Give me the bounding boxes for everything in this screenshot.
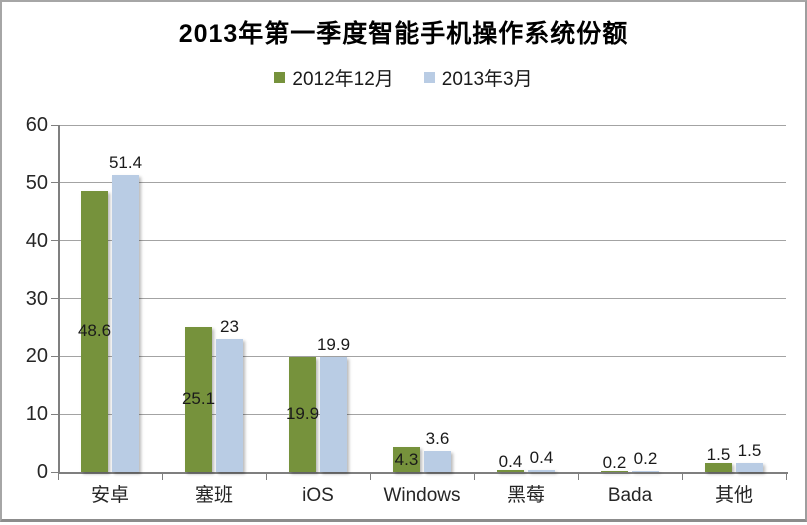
bar-2012年12月-黑莓 xyxy=(497,469,524,472)
bar-value-label-2012年12月-Bada: 0.2 xyxy=(602,452,627,472)
category-label-Bada: Bada xyxy=(607,485,653,506)
category-label-黑莓: 黑莓 xyxy=(506,485,545,506)
bar-2012年12月-其他 xyxy=(705,463,732,472)
x-axis-tick xyxy=(370,474,371,480)
bar-2012年12月-iOS xyxy=(289,356,316,472)
bar-2013年3月-其他 xyxy=(736,463,763,472)
gridline xyxy=(58,355,786,357)
x-axis-tick xyxy=(578,474,579,480)
legend-swatch-blue xyxy=(423,72,435,83)
bar-value-label-2013年3月-安卓: 51.4 xyxy=(108,152,143,172)
bar-value-label-2013年3月-塞班: 23 xyxy=(220,316,239,336)
x-axis-line xyxy=(58,472,788,474)
y-axis-label: 50 xyxy=(25,171,48,194)
y-axis-tick xyxy=(51,471,58,473)
x-axis-tick xyxy=(474,474,475,480)
bar-value-label-2012年12月-其他: 1.5 xyxy=(706,445,731,465)
legend-label-series-0: 2012年12月 xyxy=(292,69,394,90)
gridline xyxy=(58,298,786,299)
bar-2012年12月-安卓 xyxy=(81,190,108,472)
gridline xyxy=(58,124,786,126)
legend-item-series-1: 2013年3月 xyxy=(423,64,533,91)
x-axis-tick xyxy=(682,474,683,480)
gridline xyxy=(58,413,786,415)
y-axis-label: 0 xyxy=(36,461,48,483)
y-axis-line xyxy=(58,125,60,472)
category-label-其他: 其他 xyxy=(714,485,753,506)
chart-title: 2013年第一季度智能手机操作系统份额 xyxy=(178,20,629,48)
bar-value-label-2013年3月-Windows: 3.6 xyxy=(425,429,450,449)
bar-2012年12月-Bada xyxy=(601,470,628,472)
x-axis-tick xyxy=(162,474,163,480)
bar-value-label-2013年3月-黑莓: 0.4 xyxy=(529,447,554,467)
x-axis-tick xyxy=(58,474,59,480)
legend-swatch-green xyxy=(274,72,286,83)
gridline xyxy=(58,182,786,184)
y-axis-tick xyxy=(51,182,58,184)
bar-value-label-2012年12月-黑莓: 0.4 xyxy=(498,451,523,471)
bar-value-label-2012年12月-Windows: 4.3 xyxy=(394,449,419,469)
category-label-Windows: Windows xyxy=(383,485,461,506)
bar-2013年3月-塞班 xyxy=(216,338,243,472)
category-label-塞班: 塞班 xyxy=(194,485,233,506)
gridline xyxy=(58,240,786,242)
bar-2013年3月-安卓 xyxy=(112,174,139,472)
y-axis-tick xyxy=(51,413,58,415)
bar-value-label-2013年3月-Bada: 0.2 xyxy=(633,448,658,468)
legend-item-series-0: 2012年12月 xyxy=(274,64,394,91)
bar-2013年3月-iOS xyxy=(320,356,347,472)
y-axis-tick xyxy=(51,240,58,242)
legend: 2012年12月 2013年3月 xyxy=(2,64,805,91)
bar-value-label-2012年12月-安卓: 48.6 xyxy=(77,321,112,341)
y-axis-label: 10 xyxy=(25,403,48,426)
bar-value-label-2013年3月-iOS: 19.9 xyxy=(316,334,351,354)
bar-value-label-2012年12月-塞班: 25.1 xyxy=(181,389,216,409)
legend-label-series-1: 2013年3月 xyxy=(441,69,533,90)
y-axis-label: 20 xyxy=(25,345,48,368)
y-axis-label: 30 xyxy=(25,287,48,310)
y-axis-label: 40 xyxy=(25,229,48,252)
x-axis-tick xyxy=(786,474,787,480)
y-axis-tick xyxy=(51,124,58,126)
y-axis-tick xyxy=(51,355,58,357)
y-axis-tick xyxy=(51,298,58,299)
bar-2013年3月-Windows xyxy=(424,451,451,472)
bar-2013年3月-黑莓 xyxy=(528,469,555,472)
x-axis-tick xyxy=(266,474,267,480)
bar-value-label-2013年3月-其他: 1.5 xyxy=(737,441,762,461)
category-label-iOS: iOS xyxy=(302,485,334,506)
category-label-安卓: 安卓 xyxy=(90,485,129,506)
bar-2012年12月-塞班 xyxy=(185,326,212,472)
bar-2012年12月-Windows xyxy=(393,447,420,472)
bar-2013年3月-Bada xyxy=(632,470,659,472)
y-axis-label: 60 xyxy=(25,114,48,136)
bar-value-label-2012年12月-iOS: 19.9 xyxy=(285,404,320,424)
